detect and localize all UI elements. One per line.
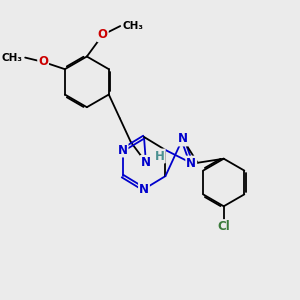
Text: Cl: Cl — [218, 220, 230, 233]
Text: N: N — [141, 156, 151, 169]
Text: CH₃: CH₃ — [122, 21, 143, 31]
Text: N: N — [178, 133, 188, 146]
Text: N: N — [118, 143, 128, 157]
Text: N: N — [139, 183, 149, 196]
Text: H: H — [155, 149, 165, 163]
Text: O: O — [98, 28, 108, 41]
Text: N: N — [186, 157, 196, 169]
Text: CH₃: CH₃ — [2, 52, 23, 63]
Text: O: O — [38, 56, 48, 68]
